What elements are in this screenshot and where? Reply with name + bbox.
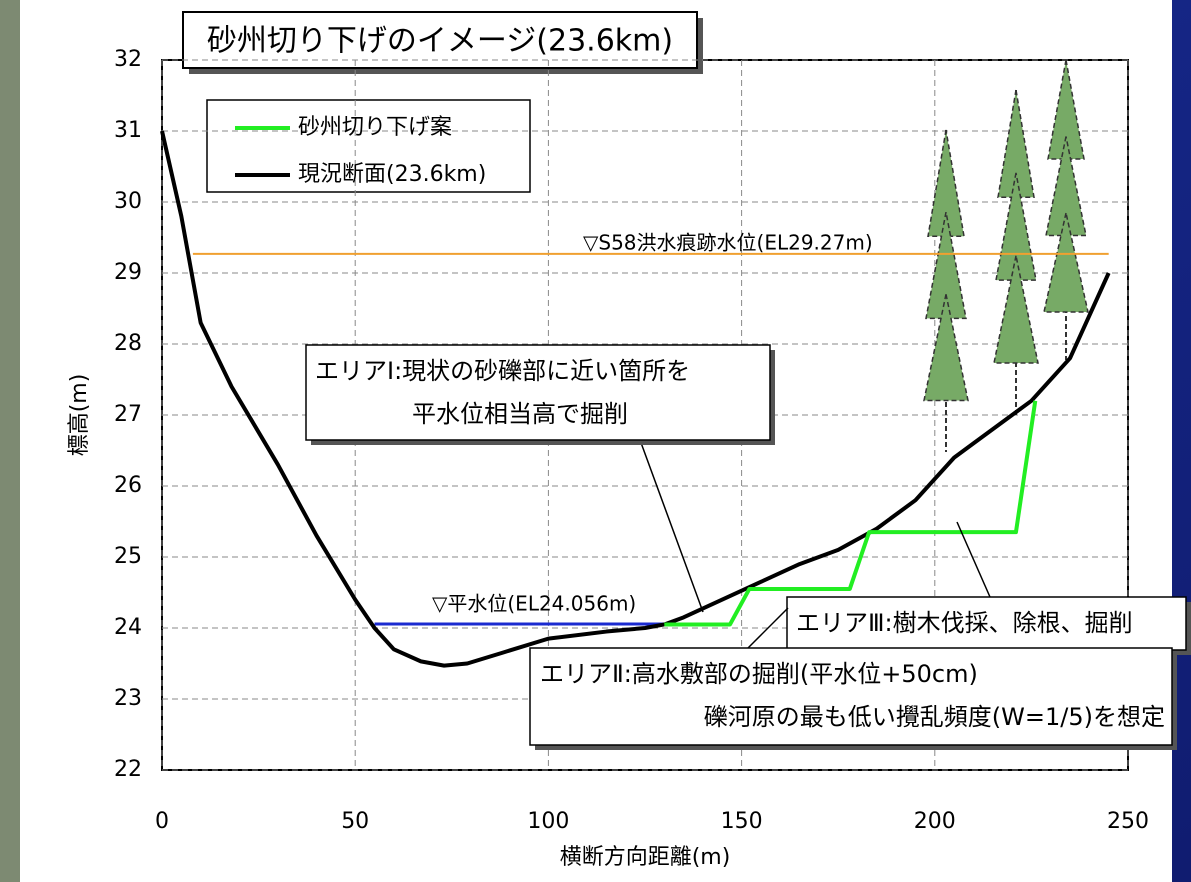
y-tick-label: 28 (114, 331, 142, 356)
legend-label: 現況断面(23.6km) (298, 162, 486, 187)
y-tick-label: 27 (114, 402, 142, 427)
x-axis-title: 横断方向距離(m) (560, 845, 731, 870)
x-tick-label: 250 (1107, 809, 1149, 834)
annotation-text: 礫河原の最も低い攪乱頻度(W=1/5)を想定 (704, 703, 1165, 731)
legend-label: 砂州切り下げ案 (298, 115, 452, 140)
y-tick-label: 32 (114, 47, 142, 72)
annotation-text: 平水位相当高で掘削 (412, 400, 628, 428)
y-tick-label: 24 (114, 615, 142, 640)
y-tick-label: 30 (114, 189, 142, 214)
x-tick-label: 0 (155, 809, 169, 834)
x-tick-label: 200 (914, 809, 956, 834)
y-tick-label: 22 (114, 757, 142, 782)
annotation-text: エリアⅢ:樹木伐採、除根、掘削 (796, 609, 1133, 637)
chart: 砂州切り下げのイメージ(23.6km) 横断方向距離(m) 標高(m) 22 23… (0, 0, 1191, 882)
y-tick-label: 31 (114, 118, 142, 143)
annotation-text: エリアⅠ:現状の砂礫部に近い箇所を (315, 357, 690, 385)
reference-label: ▽S58洪水痕跡水位(EL29.27m) (583, 231, 873, 255)
x-tick-label: 50 (341, 809, 369, 834)
photo-strip (0, 0, 20, 882)
x-tick-label: 100 (527, 809, 569, 834)
chart-title: 砂州切り下げのイメージ(23.6km) (207, 24, 673, 59)
x-tick-label: 150 (721, 809, 763, 834)
y-tick-label: 29 (114, 260, 142, 285)
y-tick-label: 25 (114, 544, 142, 569)
y-tick-label: 26 (114, 473, 142, 498)
y-tick-label: 23 (114, 686, 142, 711)
reference-label: ▽平水位(EL24.056m) (432, 592, 636, 616)
annotation-text: エリアⅡ:高水敷部の掘削(平水位+50cm) (540, 660, 978, 688)
y-axis-title: 標高(m) (67, 374, 92, 457)
